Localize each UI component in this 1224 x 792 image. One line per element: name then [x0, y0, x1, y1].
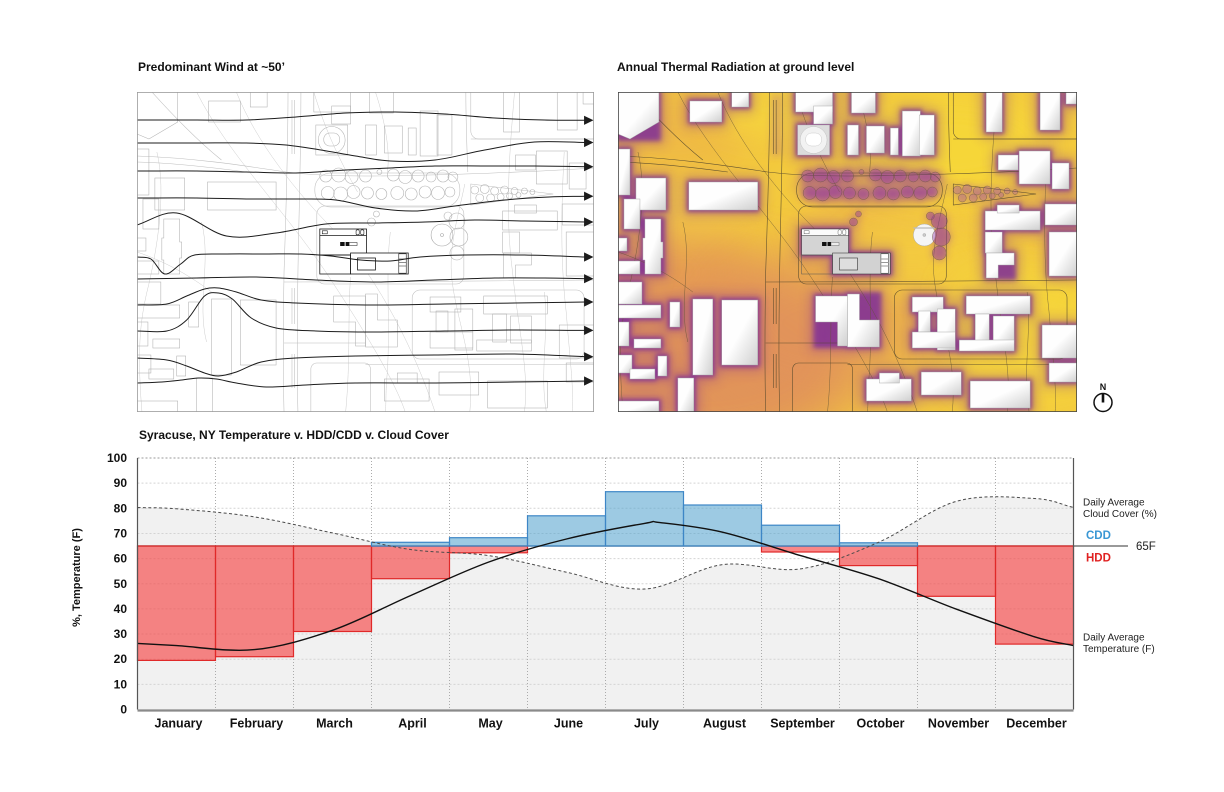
svg-text:Daily Average: Daily Average — [1083, 633, 1145, 644]
svg-text:N: N — [1100, 382, 1107, 392]
svg-text:February: February — [230, 717, 284, 731]
svg-text:Cloud Cover (%): Cloud Cover (%) — [1083, 509, 1157, 520]
svg-text:10: 10 — [114, 677, 128, 691]
svg-text:50: 50 — [114, 577, 128, 591]
svg-text:August: August — [703, 717, 747, 731]
svg-text:HDD: HDD — [1086, 553, 1111, 565]
svg-text:CDD: CDD — [1086, 530, 1111, 542]
svg-text:October: October — [857, 717, 905, 731]
svg-text:80: 80 — [114, 501, 128, 515]
svg-text:70: 70 — [114, 527, 128, 541]
svg-text:April: April — [398, 717, 426, 731]
svg-text:20: 20 — [114, 652, 128, 666]
svg-text:July: July — [634, 717, 659, 731]
svg-text:March: March — [316, 717, 353, 731]
svg-text:60: 60 — [114, 552, 128, 566]
svg-text:November: November — [928, 717, 989, 731]
svg-text:December: December — [1006, 717, 1067, 731]
svg-text:June: June — [554, 717, 583, 731]
svg-text:40: 40 — [114, 602, 128, 616]
svg-text:65F: 65F — [1136, 541, 1156, 553]
svg-text:%, Temperature (F): %, Temperature (F) — [71, 528, 83, 627]
svg-text:January: January — [155, 717, 203, 731]
svg-text:90: 90 — [114, 476, 128, 490]
svg-text:Temperature (F): Temperature (F) — [1083, 644, 1155, 655]
svg-text:100: 100 — [107, 451, 127, 465]
svg-text:Daily Average: Daily Average — [1083, 498, 1145, 509]
svg-text:September: September — [770, 717, 835, 731]
svg-text:30: 30 — [114, 627, 128, 641]
svg-text:May: May — [478, 717, 502, 731]
svg-text:0: 0 — [120, 703, 127, 717]
